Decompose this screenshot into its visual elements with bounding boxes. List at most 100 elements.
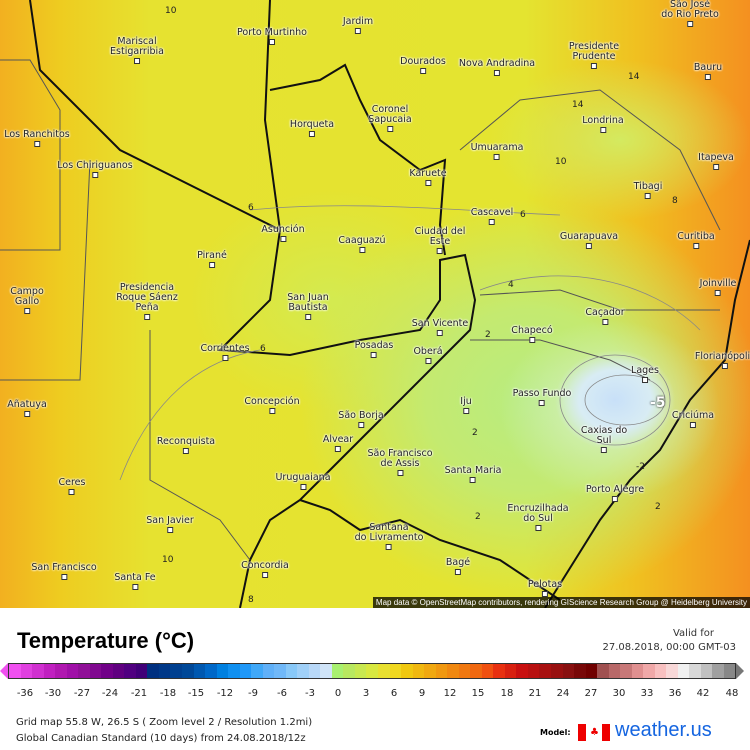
country-border xyxy=(299,499,561,601)
city-marker-icon xyxy=(131,584,138,590)
city-label: Caxias do Sul xyxy=(581,426,627,453)
color-swatch xyxy=(620,664,632,678)
color-swatch xyxy=(274,664,286,678)
city-name: Alvear xyxy=(322,434,354,445)
state-border xyxy=(459,89,721,231)
city-label: Criciúma xyxy=(672,411,714,428)
city-marker-icon xyxy=(354,28,361,34)
color-swatch xyxy=(493,664,505,678)
city-marker-icon xyxy=(371,352,377,358)
city-label: San Francisco xyxy=(31,563,97,580)
city-label: São Francisco de Assis xyxy=(367,448,433,476)
color-swatch xyxy=(147,664,159,678)
city-label: Presidente Prudente xyxy=(569,42,619,69)
city-name: Itapeva xyxy=(698,152,734,163)
country-border xyxy=(263,0,281,231)
city-name: Caçador xyxy=(585,307,625,318)
city-name: Umuarama xyxy=(470,142,524,153)
color-swatch xyxy=(181,664,194,678)
model-info: Global Canadian Standard (10 days) from … xyxy=(16,733,306,744)
city-name: Caaguazú xyxy=(338,235,386,246)
scale-tick-label: -9 xyxy=(248,688,258,699)
color-swatch xyxy=(401,664,413,678)
isotherm-label: 2 xyxy=(472,428,478,438)
coastline xyxy=(544,239,750,608)
map-attribution[interactable]: Map data © OpenStreetMap contributors, r… xyxy=(372,597,750,608)
scale-tick-label: 18 xyxy=(500,688,514,699)
state-border xyxy=(479,289,720,311)
isotherm-label: 6 xyxy=(520,210,526,220)
colorbar-right-arrow-icon xyxy=(736,663,744,679)
city-marker-icon xyxy=(686,21,693,27)
color-swatch xyxy=(354,664,367,678)
city-marker-icon xyxy=(493,70,500,76)
color-swatch xyxy=(124,664,136,678)
city-label: Curitiba xyxy=(677,232,715,249)
color-swatch xyxy=(170,664,182,678)
city-marker-icon xyxy=(424,180,431,186)
color-swatch xyxy=(700,664,713,678)
city-label: Los Ranchitos xyxy=(4,130,70,147)
city-name: São José do Rio Preto xyxy=(661,0,719,20)
isotherm-label: -2 xyxy=(636,462,645,472)
city-label: Londrina xyxy=(582,116,624,133)
city-marker-icon xyxy=(469,477,476,483)
scale-tick-label: 42 xyxy=(696,688,710,699)
city-marker-icon xyxy=(308,131,315,137)
city-name: São Francisco de Assis xyxy=(367,448,433,469)
city-name: Santa Fe xyxy=(114,572,156,583)
city-label: Coronel Sapucaia xyxy=(368,105,412,132)
city-marker-icon xyxy=(714,290,721,296)
color-swatch xyxy=(343,664,355,678)
map-info: Grid map 55.8 W, 26.5 S ( Zoom level 2 /… xyxy=(16,715,312,747)
city-name: Campo Gallo xyxy=(10,286,44,307)
city-name: São Borja xyxy=(338,410,384,421)
city-marker-icon xyxy=(386,126,393,132)
state-border xyxy=(470,339,651,381)
city-label: Oberá xyxy=(413,347,443,364)
borders-layer xyxy=(0,0,750,608)
scale-tick-label: -21 xyxy=(130,688,148,699)
weather-us-logo[interactable]: weather.us xyxy=(615,719,712,741)
city-label: Santa Fe xyxy=(114,572,156,590)
scale-tick-label: 24 xyxy=(556,688,570,699)
city-label: Caçador xyxy=(585,307,625,325)
city-name: Santa Maria xyxy=(444,465,502,476)
city-marker-icon xyxy=(590,63,597,69)
country-border xyxy=(29,0,477,608)
color-swatch xyxy=(562,664,575,678)
city-label: Alvear xyxy=(323,435,353,452)
city-marker-icon xyxy=(386,544,392,550)
city-label: Dourados xyxy=(400,57,446,74)
color-swatch xyxy=(378,664,390,678)
valid-label: Valid for xyxy=(672,628,714,639)
city-name: Reconquista xyxy=(156,436,216,447)
color-swatch xyxy=(550,664,563,678)
city-label: Horqueta xyxy=(290,120,334,137)
scale-tick-label: -24 xyxy=(101,688,119,699)
city-marker-icon xyxy=(358,247,365,253)
isotherm-label: 14 xyxy=(572,100,584,110)
city-name: Concepción xyxy=(244,396,300,407)
city-marker-icon xyxy=(33,141,40,147)
city-label: Jardim xyxy=(343,17,373,34)
colorbar-left-arrow-icon xyxy=(0,663,8,679)
scale-tick-label: 15 xyxy=(471,688,485,699)
city-name: Posadas xyxy=(354,340,394,351)
scale-tick-label: 33 xyxy=(640,688,654,699)
city-name: Cascavel xyxy=(470,207,514,218)
city-label: Ceres xyxy=(59,478,85,495)
color-swatch xyxy=(608,664,621,678)
isotherm-label: 2 xyxy=(485,330,491,340)
scale-tick-label: 6 xyxy=(390,688,398,699)
color-swatch xyxy=(43,664,56,678)
color-swatch xyxy=(331,664,344,678)
isotherm xyxy=(479,275,701,331)
color-swatch xyxy=(481,664,494,678)
city-label: Presidencia Roque Sáenz Peña xyxy=(116,283,178,320)
city-name: Criciúma xyxy=(671,410,715,421)
temperature-map[interactable]: Jardim Porto Murtinho São José do Rio Pret… xyxy=(0,0,750,608)
isotherm-label: 8 xyxy=(248,595,254,605)
isotherm-label: 2 xyxy=(655,502,661,512)
city-name: Lages xyxy=(631,365,659,376)
